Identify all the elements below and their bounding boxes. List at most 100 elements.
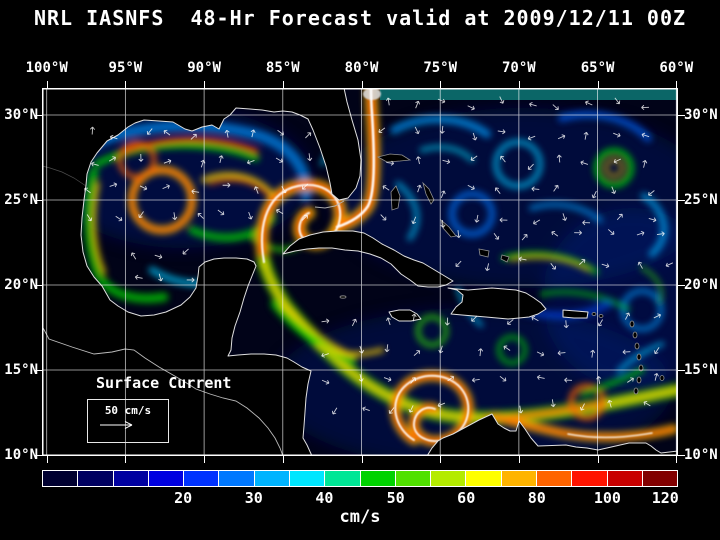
current-scale-box: 50 cm/s	[87, 399, 169, 443]
current-arrow-icon	[200, 159, 206, 168]
colorbar-tick-label: 100	[593, 489, 621, 507]
current-arrow-icon	[531, 186, 540, 192]
current-arrow-icon	[474, 214, 480, 223]
lat-axis-label-right: 25°N	[684, 191, 718, 208]
axis-tick-right	[678, 284, 685, 286]
current-arrow-icon	[564, 377, 573, 383]
current-arrow-icon	[158, 273, 164, 282]
colorbar	[42, 470, 678, 487]
land-hispaniola	[447, 287, 547, 320]
current-arrow-icon	[579, 259, 586, 265]
current-arrow-icon	[447, 375, 455, 382]
current-arrow-icon	[86, 214, 93, 222]
axis-tick-left	[35, 199, 42, 201]
current-arrow-icon	[301, 183, 309, 190]
current-arrow-icon	[444, 317, 450, 326]
current-arrow-icon	[562, 213, 568, 221]
current-arrow-icon	[224, 129, 230, 138]
axis-tick-left	[35, 369, 42, 371]
rio-grande-line	[41, 165, 87, 187]
current-arrow-icon	[411, 313, 417, 322]
current-arrow-icon	[552, 104, 559, 111]
current-arrow-icon	[134, 274, 143, 280]
current-arrow-icon	[527, 135, 536, 141]
land-south-america	[426, 413, 679, 457]
current-arrow-icon	[408, 405, 414, 413]
current-arrow-icon	[596, 376, 602, 384]
current-arrow-icon	[191, 189, 200, 195]
current-arrow-icon	[222, 182, 231, 188]
current-arrow-icon	[597, 319, 603, 327]
lon-axis-label: 90°W	[187, 60, 221, 76]
current-arrow-icon	[440, 219, 446, 228]
current-arrow-icon	[641, 104, 650, 111]
lat-axis-label-right: 10°N	[684, 447, 718, 463]
current-arrow-icon	[499, 217, 508, 223]
axis-tick-right	[678, 115, 685, 116]
colorbar-segment	[113, 471, 148, 486]
axis-tick-top	[440, 81, 442, 88]
current-arrow-icon	[351, 318, 357, 327]
current-arrow-icon	[665, 262, 674, 268]
current-arrow-icon	[440, 190, 446, 198]
pacific-coastline	[41, 325, 284, 457]
current-arrow-icon	[656, 231, 665, 237]
current-arrow-icon	[574, 230, 582, 236]
lon-axis-label: 60°W	[659, 60, 694, 76]
north-boundary-band	[380, 88, 678, 100]
scale-arrow-icon	[100, 421, 133, 429]
colorbar-tick-label: 80	[527, 489, 546, 507]
colorbar-tick-label: 40	[315, 489, 334, 507]
axis-tick-bottom	[282, 456, 284, 463]
current-arrow-icon	[507, 319, 514, 325]
florida-keys-line	[314, 200, 345, 209]
current-arrow-icon	[607, 399, 613, 408]
lat-axis-label-left: 30°N	[4, 107, 38, 123]
current-arrow-icon	[307, 153, 313, 162]
colorbar-tick-label: 120	[651, 489, 679, 507]
axis-tick-bottom	[46, 456, 48, 463]
plot-title: NRL IASNFS 48-Hr Forecast valid at 2009/…	[33, 6, 687, 30]
current-arrow-icon	[557, 350, 566, 356]
lat-axis-label-right: 30°N	[684, 107, 718, 123]
scale-value-label: 50 cm/s	[104, 404, 152, 417]
current-arrow-icon	[472, 132, 478, 141]
current-arrow-icon	[614, 97, 621, 105]
axis-tick-bottom	[125, 456, 127, 463]
colorbar-segment	[536, 471, 572, 486]
current-arrow-icon	[305, 132, 312, 139]
axis-tick-top	[361, 81, 363, 88]
current-arrow-icon	[499, 375, 507, 382]
axis-tick-bottom	[361, 456, 363, 463]
current-arrow-icon	[550, 263, 557, 270]
axis-tick-top	[518, 81, 520, 88]
current-arrow-icon	[579, 403, 585, 411]
current-arrow-icon	[616, 213, 623, 221]
map-area	[41, 82, 720, 468]
map-border	[42, 88, 678, 456]
current-arrow-icon	[636, 230, 645, 236]
current-arrow-icon	[109, 134, 118, 140]
current-arrow-icon	[637, 261, 643, 269]
current-arrow-icon	[563, 320, 569, 329]
colorbar-segment	[466, 471, 501, 486]
current-arrow-icon	[108, 156, 117, 162]
current-arrow-icon	[503, 345, 511, 351]
current-arrow-icon	[186, 277, 195, 283]
current-arrow-icon	[653, 372, 659, 381]
colorbar-segment	[572, 471, 607, 486]
current-arrow-icon	[197, 212, 204, 219]
current-arrow-icon	[359, 345, 365, 354]
axis-tick-top	[46, 81, 48, 88]
current-arrow-icon	[91, 161, 99, 167]
current-arrow-icon	[163, 158, 172, 164]
surface-current-label: Surface Current	[96, 374, 232, 392]
current-arrow-icon	[301, 214, 308, 221]
colorbar-segment	[219, 471, 254, 486]
current-arrow-icon	[557, 134, 566, 140]
current-arrow-icon	[590, 349, 596, 358]
current-arrow-icon	[518, 405, 524, 414]
current-arrow-icon	[115, 215, 123, 222]
land-masses	[41, 87, 679, 457]
axis-tick-top	[204, 81, 206, 88]
